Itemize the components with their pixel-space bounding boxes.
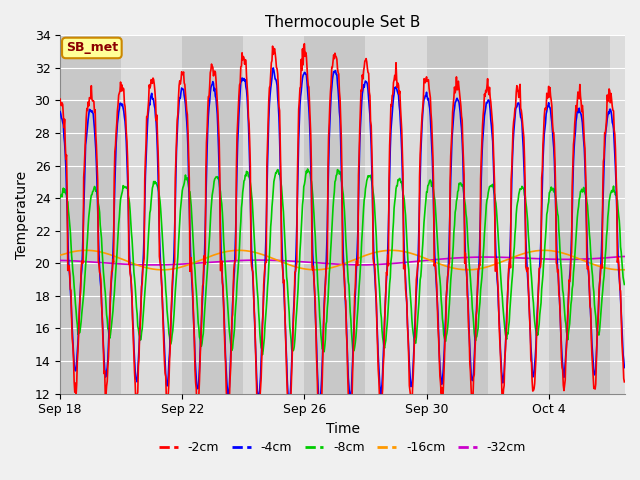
Text: SB_met: SB_met [66,41,118,54]
Bar [182,36,243,394]
Y-axis label: Temperature: Temperature [15,170,29,259]
X-axis label: Time: Time [326,422,360,436]
Bar [488,36,548,394]
Bar [243,36,305,394]
Bar [426,36,488,394]
Bar [548,36,610,394]
Title: Thermocouple Set B: Thermocouple Set B [265,15,420,30]
Bar [610,36,640,394]
Bar [305,36,365,394]
Bar [365,36,426,394]
Legend: -2cm, -4cm, -8cm, -16cm, -32cm: -2cm, -4cm, -8cm, -16cm, -32cm [154,436,531,459]
Bar [121,36,182,394]
Bar [60,36,121,394]
